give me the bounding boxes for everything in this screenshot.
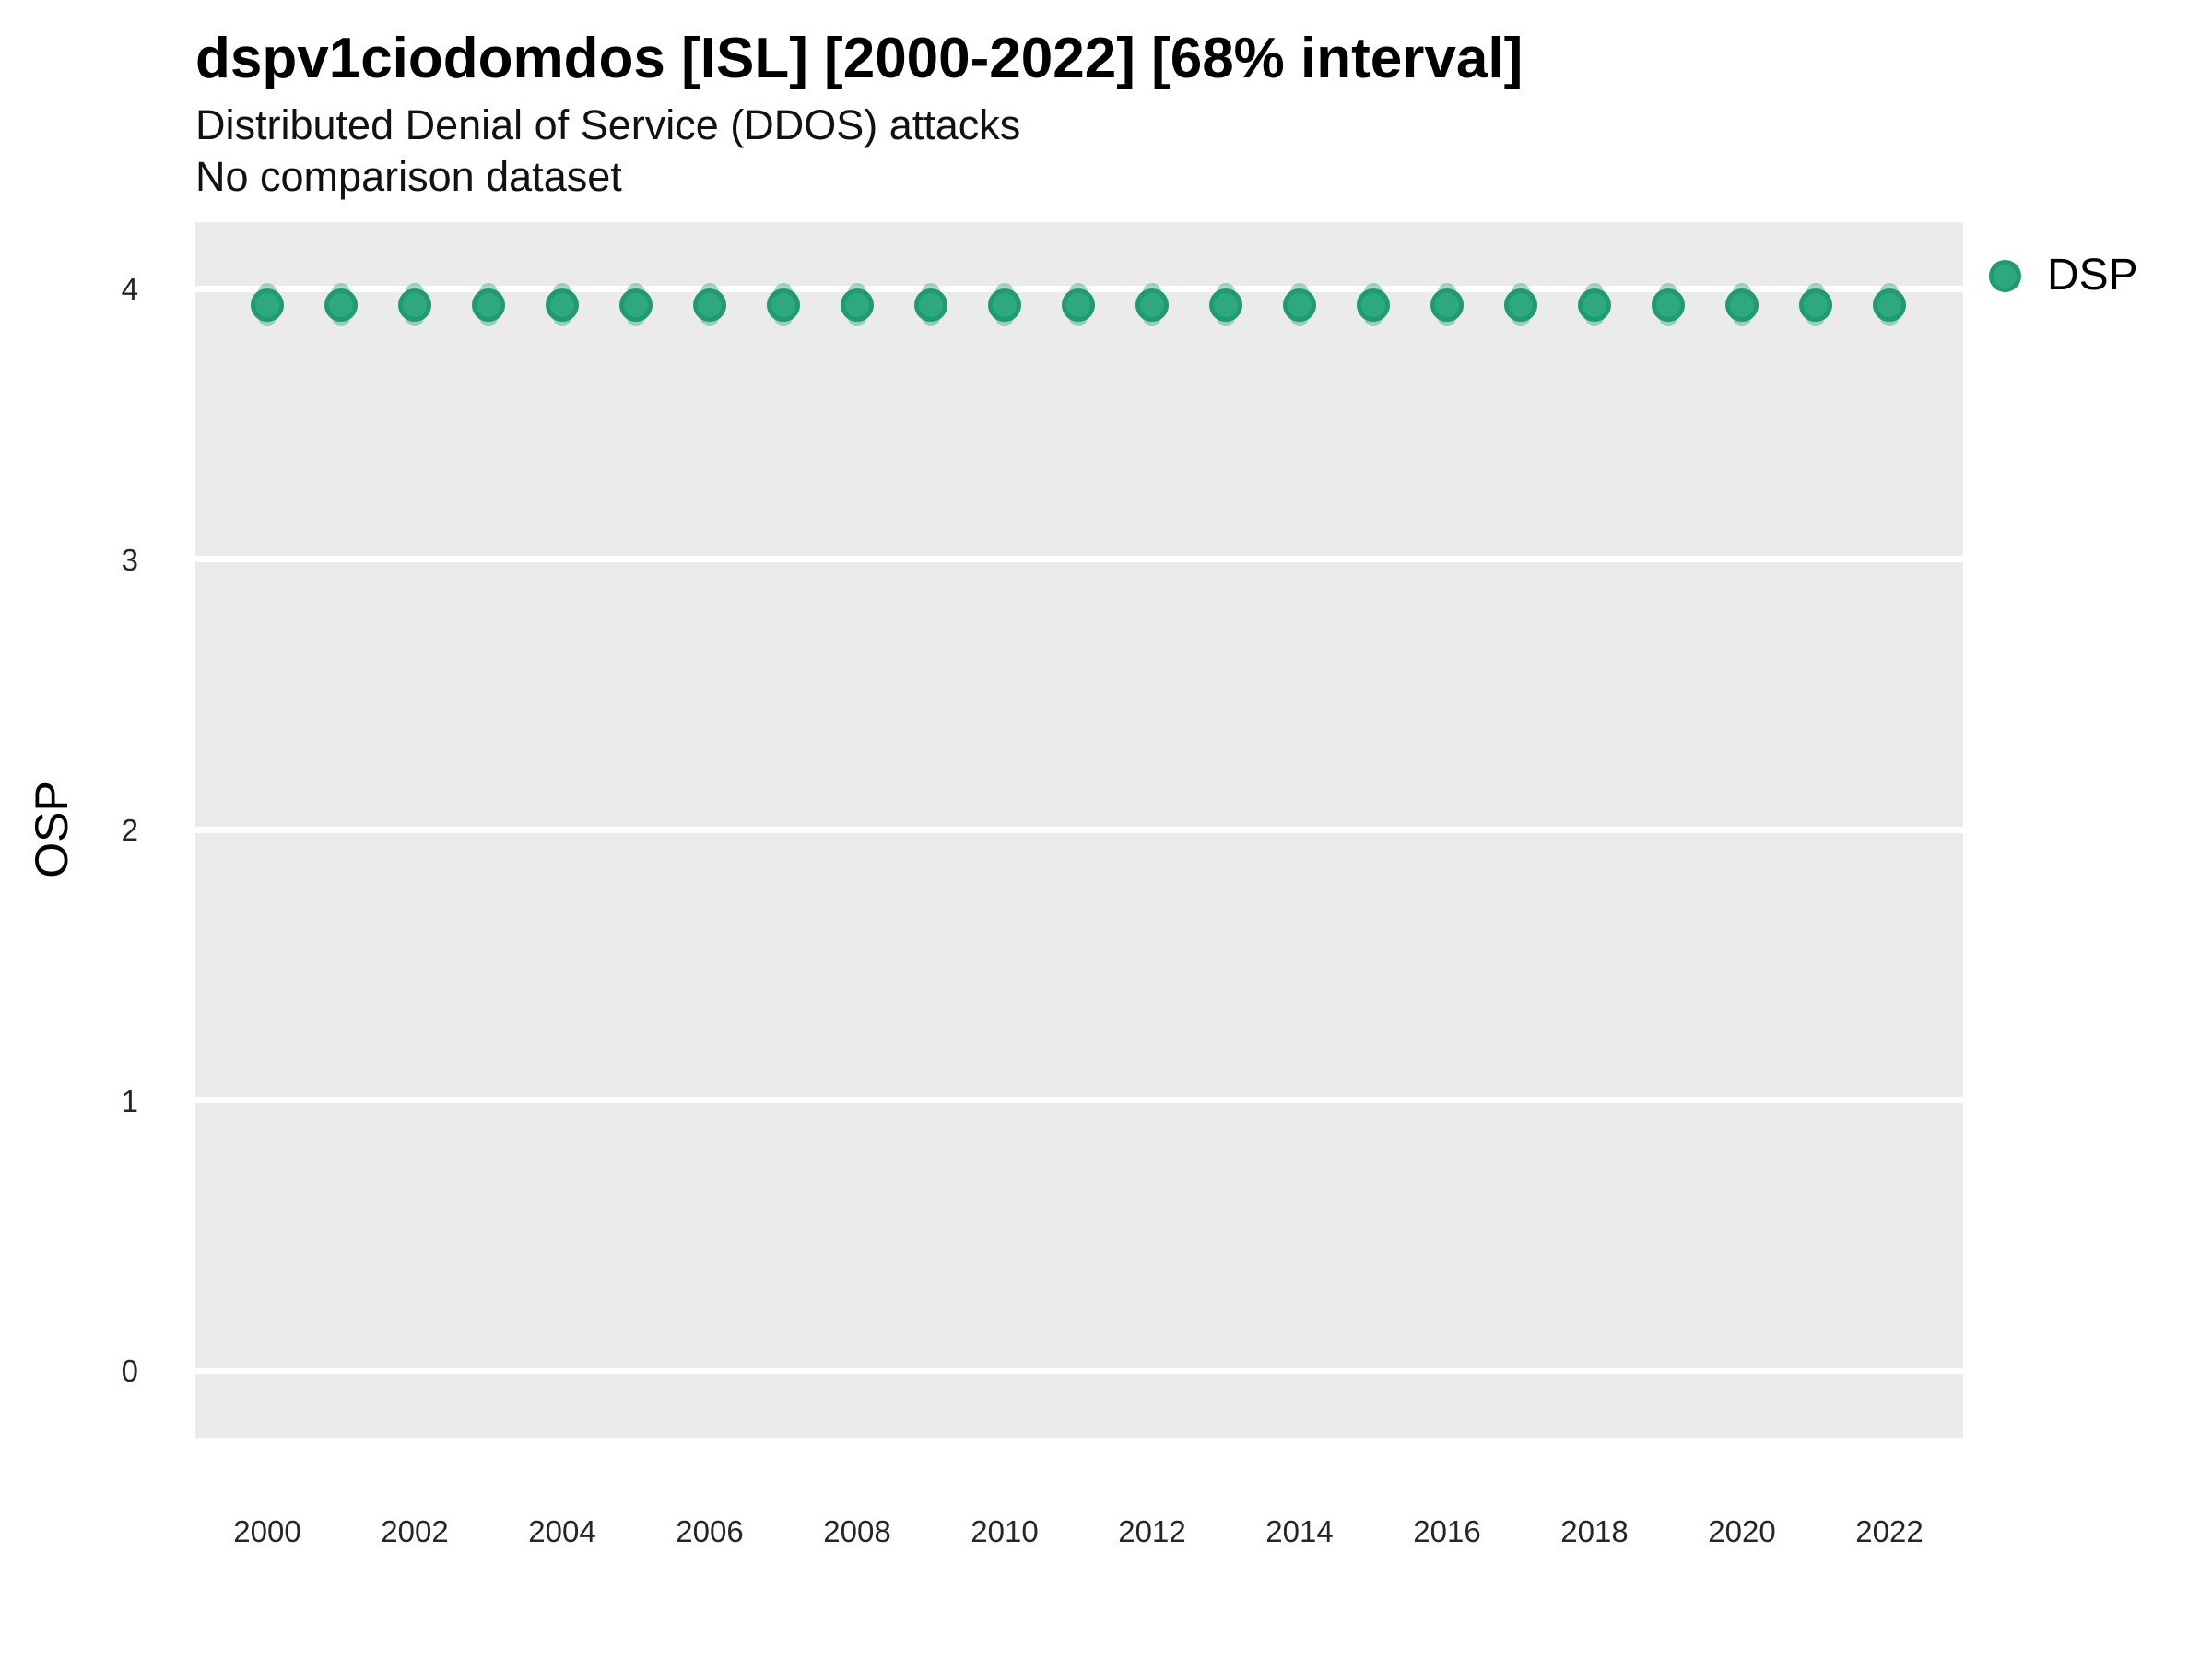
data-point-2000 (251, 288, 284, 322)
y-tick-label-0: 0 (121, 1354, 138, 1388)
data-point-2018 (1578, 288, 1611, 322)
y-tick-label-2: 2 (121, 813, 138, 847)
x-tick-label-2018: 2018 (1560, 1514, 1629, 1548)
x-tick-label-2014: 2014 (1265, 1514, 1334, 1548)
data-point-2010 (988, 288, 1021, 322)
chart-title: dspv1ciodomdos [ISL] [2000-2022] [68% in… (195, 27, 1524, 90)
plot-panel (195, 222, 1963, 1438)
data-point-2021 (1799, 288, 1832, 322)
data-point-2004 (546, 288, 579, 322)
x-tick-label-2022: 2022 (1855, 1514, 1924, 1548)
y-tick-label-4: 4 (121, 272, 138, 306)
gridline-y-2 (195, 826, 1963, 833)
data-point-2016 (1430, 288, 1464, 322)
gridline-y-0 (195, 1367, 1963, 1374)
y-tick-label-3: 3 (121, 542, 138, 577)
data-point-2009 (914, 288, 947, 322)
y-tick-label-1: 1 (121, 1083, 138, 1118)
data-point-2001 (324, 288, 358, 322)
data-point-2022 (1873, 288, 1906, 322)
x-tick-label-2006: 2006 (676, 1514, 744, 1548)
data-point-2007 (767, 288, 800, 322)
data-point-2003 (472, 288, 505, 322)
legend-label-dsp: DSP (2047, 251, 2138, 300)
data-point-2008 (841, 288, 874, 322)
data-point-2014 (1283, 288, 1316, 322)
data-point-2017 (1504, 288, 1537, 322)
x-tick-label-2020: 2020 (1708, 1514, 1776, 1548)
data-point-2019 (1652, 288, 1685, 322)
x-tick-label-2012: 2012 (1118, 1514, 1186, 1548)
x-tick-label-2002: 2002 (381, 1514, 449, 1548)
gridline-y-3 (195, 556, 1963, 562)
chart-note: No comparison dataset (195, 153, 622, 200)
data-point-2002 (398, 288, 431, 322)
x-tick-label-2008: 2008 (823, 1514, 891, 1548)
data-point-2011 (1062, 288, 1095, 322)
x-tick-label-2004: 2004 (528, 1514, 596, 1548)
data-point-2006 (693, 288, 726, 322)
data-point-2015 (1357, 288, 1390, 322)
data-point-2005 (619, 288, 653, 322)
x-tick-label-2016: 2016 (1413, 1514, 1481, 1548)
chart-subtitle: Distributed Denial of Service (DDOS) att… (195, 101, 1021, 148)
data-point-2012 (1135, 288, 1169, 322)
x-tick-label-2000: 2000 (233, 1514, 301, 1548)
x-tick-label-2010: 2010 (971, 1514, 1039, 1548)
gridline-y-1 (195, 1097, 1963, 1103)
data-point-2013 (1209, 288, 1242, 322)
legend: DSP (1989, 251, 2138, 300)
data-point-2020 (1725, 288, 1759, 322)
legend-marker-icon (1989, 259, 2021, 292)
